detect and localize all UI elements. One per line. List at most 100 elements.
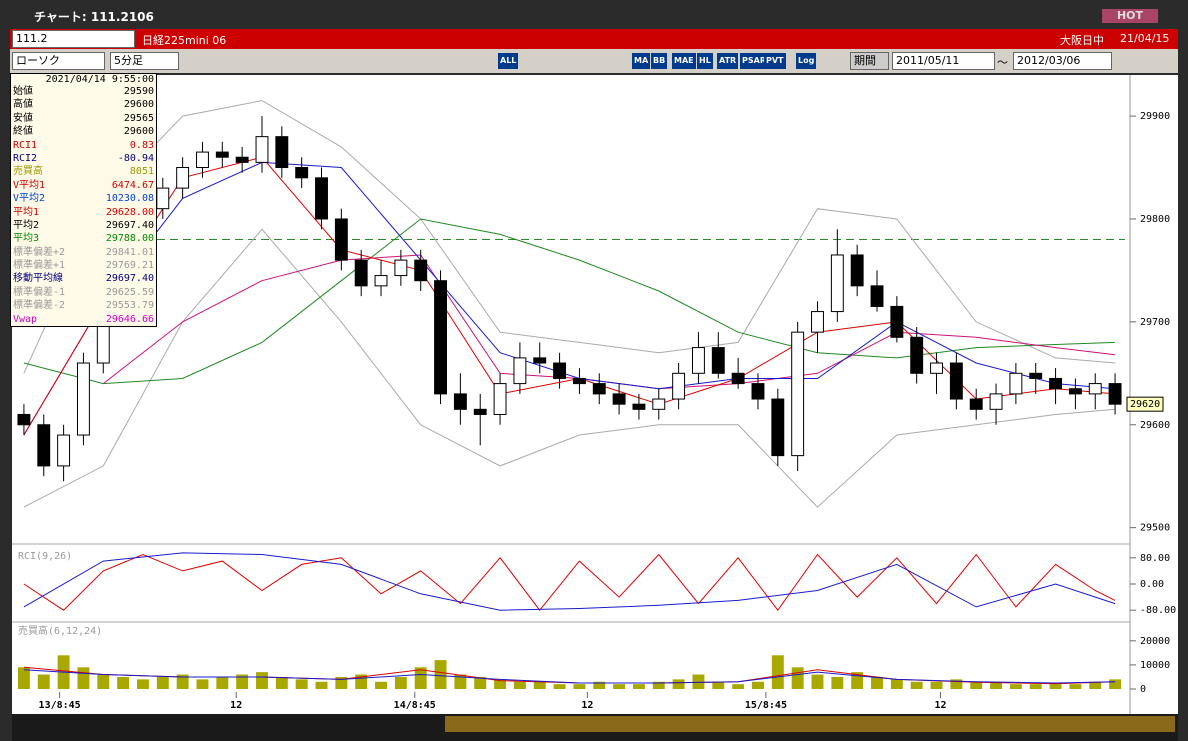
candle-body	[374, 275, 388, 287]
y-tick-label: 29800	[1140, 214, 1170, 225]
start-date[interactable]: 2011/05/11	[892, 52, 995, 70]
volume-bar	[1089, 681, 1102, 689]
panel-title: RCI(9,26)	[18, 551, 72, 562]
scroll-thumb[interactable]	[445, 716, 1175, 732]
volume-bar	[414, 667, 427, 689]
interval[interactable]: 5分足	[110, 52, 179, 70]
candle-body	[473, 408, 487, 415]
candle-body	[1068, 388, 1082, 395]
volume-bar	[950, 679, 963, 689]
volume-bar	[236, 674, 249, 689]
toolbar-icon[interactable]: HL	[697, 53, 713, 69]
toolbar-bottom: ローソク 5分足 期間 2011/05/11 ～ 2012/03/06	[10, 49, 1178, 73]
info-row: 標準偏差-2 29553.79	[11, 299, 156, 312]
candle-body	[711, 347, 725, 374]
info-row: 終値 29600	[11, 125, 156, 138]
candle-body	[215, 151, 229, 158]
price-label: 29620	[1130, 399, 1160, 410]
info-value: 29646.66	[105, 313, 154, 325]
volume-bar	[692, 674, 705, 689]
y-tick-label: 0	[1140, 684, 1146, 695]
y-tick-label: 29500	[1140, 523, 1170, 534]
candle-body	[989, 393, 1003, 410]
info-label: 高値	[13, 99, 33, 111]
candle-body	[196, 151, 209, 169]
volume-bar	[712, 681, 725, 689]
y-tick-label: -80.00	[1140, 605, 1176, 616]
info-row: 平均3 29788.00	[11, 232, 156, 245]
toolbar-icon[interactable]: ALL	[498, 53, 519, 69]
toolbar-icon[interactable]: PVT	[764, 53, 786, 69]
series-line	[23, 218, 1116, 385]
volume-bar	[355, 674, 368, 689]
date: 21/04/15	[1120, 32, 1170, 45]
volume-bar	[57, 655, 70, 689]
info-label: RCI1	[13, 139, 38, 151]
info-label: Vwap	[13, 313, 38, 325]
volume-bar	[1069, 684, 1082, 689]
series-line	[23, 666, 1116, 685]
toolbar-icon[interactable]: ATR	[717, 53, 739, 69]
info-panel: 2021/04/14 9:55:00 始値 29590 高値 29600 安値 29565…	[10, 73, 157, 328]
candle-body	[1049, 377, 1063, 390]
info-row: 標準偏差+2 29841.01	[11, 246, 156, 259]
y-tick-label: 0.00	[1140, 579, 1164, 590]
candle-body	[533, 357, 547, 364]
candle-body	[692, 347, 705, 374]
volume-bar	[335, 676, 348, 689]
toolbar-icon[interactable]: BB	[651, 53, 668, 69]
candle-body	[315, 177, 328, 220]
candle-body	[949, 362, 963, 400]
volume-bar	[573, 684, 586, 689]
candle-body	[751, 383, 765, 400]
info-label: 安値	[13, 112, 33, 124]
volume-bar	[513, 681, 526, 689]
period-button[interactable]: 期間	[850, 52, 889, 70]
x-tick-label: 13/8:45	[39, 700, 81, 711]
candle-body	[870, 285, 884, 307]
x-tick-label: 12	[934, 700, 946, 711]
y-tick-label: 29600	[1140, 420, 1170, 431]
candle-body	[731, 372, 745, 385]
volume-bar	[1029, 684, 1042, 689]
end-date[interactable]: 2012/03/06	[1013, 52, 1112, 70]
x-tick-label: 12	[581, 700, 593, 711]
info-label: RCI2	[13, 152, 38, 164]
range-sep: ～	[997, 56, 1008, 69]
info-row: 平均1 29628.00	[11, 206, 156, 219]
info-value: 29841.01	[105, 246, 154, 258]
candle-body	[17, 413, 31, 426]
candle-body	[493, 383, 507, 415]
candle-body	[850, 254, 864, 287]
volume-bar	[652, 681, 665, 689]
toolbar-icon[interactable]: MA	[632, 53, 651, 69]
code-box[interactable]: 111.2	[12, 30, 135, 48]
info-row: 安値 29565	[11, 112, 156, 125]
info-value: 29565	[123, 112, 154, 124]
scrollbar[interactable]	[12, 714, 1178, 741]
volume-bar	[990, 681, 1002, 689]
volume-bar	[930, 681, 943, 689]
volume-bar	[295, 679, 308, 689]
info-label: 終値	[13, 126, 33, 138]
toolbar-icon[interactable]: MAE	[672, 53, 696, 69]
candle-body	[434, 280, 447, 395]
info-value: 29625.59	[105, 286, 154, 298]
info-value: 6474.67	[111, 179, 154, 191]
series-line	[23, 552, 1116, 611]
volume-bar	[791, 667, 804, 689]
y-tick-label: 20000	[1140, 636, 1170, 647]
toolbar-icon[interactable]: PSAR	[740, 53, 768, 69]
info-row: 平均2 29697.40	[11, 219, 156, 232]
candle-body	[969, 398, 983, 410]
hot-button[interactable]: HOT	[1102, 9, 1158, 23]
volume-bar	[632, 684, 645, 689]
info-label: 標準偏差+2	[13, 246, 66, 258]
info-value: 29553.79	[105, 300, 154, 312]
toolbar-icon[interactable]: Log	[796, 53, 817, 69]
info-value: 29788.00	[105, 233, 154, 245]
toolbar-top: 111.2 日経225mini 06 大阪日中 21/04/15	[10, 29, 1178, 49]
chart-kind[interactable]: ローソク	[12, 52, 105, 70]
volume-bar	[256, 672, 268, 689]
